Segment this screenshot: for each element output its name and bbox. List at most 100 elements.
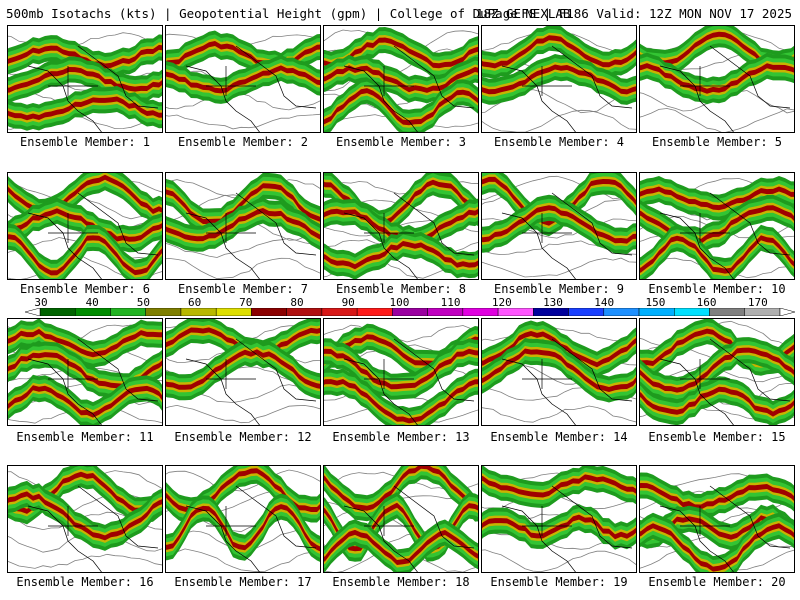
ensemble-member-map: [323, 25, 479, 133]
colorbar-swatch: [638, 308, 675, 316]
jet-stream-band: [640, 52, 794, 105]
jet-stream-map: [166, 466, 320, 572]
ensemble-member-map: [639, 318, 795, 426]
coastline-outline: [659, 338, 791, 425]
height-contour: [482, 405, 636, 423]
colorbar-tick-label: 120: [491, 296, 512, 309]
coastline-outline: [185, 45, 317, 132]
colorbar-swatch: [145, 308, 182, 316]
ensemble-member-map: [323, 465, 479, 573]
map-title: 500mb Isotachs (kts) | Geopotential Heig…: [6, 6, 571, 21]
coastline-outline: [185, 338, 317, 425]
height-contour: [482, 257, 636, 278]
colorbar-tick-label: 50: [136, 296, 151, 309]
jet-stream-band: [640, 472, 794, 520]
ensemble-member-label: Ensemble Member: 19: [490, 575, 628, 589]
jet-stream-band: [640, 337, 794, 404]
jet-stream-map: [166, 173, 320, 279]
colorbar-swatch: [110, 308, 146, 316]
colorbar-tick-label: 160: [696, 296, 717, 309]
colorbar-swatch: [497, 308, 534, 316]
coastline-outline: [343, 45, 475, 132]
jet-stream-map: [482, 173, 636, 279]
colorbar-tick-label: 30: [34, 296, 48, 309]
jet-stream-band: [482, 466, 636, 508]
ensemble-member-map: [165, 318, 321, 426]
coastline-outline: [659, 485, 791, 572]
ensemble-member-label: Ensemble Member: 3: [335, 135, 467, 149]
colorbar-tick-label: 130: [543, 296, 563, 309]
ensemble-member-map: [481, 465, 637, 573]
jet-stream-map: [640, 176, 794, 279]
colorbar-tick-label: 150: [645, 296, 666, 309]
colorbar-labels: 30 40 50 60 70 80 90 100 110 120 130 140 150 160 170: [25, 296, 795, 309]
coastline-outline: [501, 192, 633, 279]
height-contour: [166, 548, 320, 572]
jet-stream-map: [8, 466, 162, 572]
jet-stream-band: [166, 54, 320, 104]
coastline-outline: [501, 485, 633, 572]
ensemble-member-label: Ensemble Member: 1: [19, 135, 151, 149]
coastline-outline: [27, 485, 159, 572]
jet-stream-band: [166, 338, 320, 401]
height-contour: [166, 257, 320, 279]
ensemble-member-map: [639, 25, 795, 133]
ensemble-member-label: Ensemble Member: 9: [493, 282, 625, 296]
jet-stream-band: [482, 194, 636, 255]
colorbar-tick-label: 70: [239, 296, 253, 309]
coastline-outline: [185, 485, 317, 572]
height-contour: [166, 113, 320, 130]
jet-stream-map: [482, 466, 636, 572]
ensemble-member-map: [481, 318, 637, 426]
ensemble-member-map: [7, 25, 163, 133]
ensemble-member-map: [165, 172, 321, 280]
jet-stream-band: [640, 224, 794, 279]
jet-stream-map: [324, 27, 478, 132]
ensemble-member-label: Ensemble Member: 16: [16, 575, 154, 589]
jet-stream-map: [166, 30, 320, 132]
colorbar-swatch: [321, 308, 358, 316]
ensemble-member-map: [639, 465, 795, 573]
coastline-outline: [343, 338, 475, 425]
jet-stream-map: [8, 173, 162, 279]
colorbar-max-arrow: [779, 308, 795, 316]
jet-stream-map: [324, 466, 478, 572]
colorbar-tick-label: 80: [290, 296, 304, 309]
colorbar-swatch: [674, 308, 710, 316]
colorbar-swatch: [533, 308, 569, 316]
height-contour: [166, 469, 320, 492]
coastline-outline: [659, 192, 791, 279]
run-valid-time: 18Z GEFS | F186 Valid: 12Z MON NOV 17 20…: [475, 6, 792, 21]
jet-stream-band: [482, 54, 636, 105]
colorbar-swatch: [251, 308, 287, 316]
colorbar-tick-label: 90: [341, 296, 355, 309]
jet-stream-map: [640, 472, 794, 572]
jet-stream-band: [8, 86, 162, 131]
ensemble-member-map: [7, 465, 163, 573]
height-contour: [482, 109, 636, 132]
colorbar-tick-label: 60: [187, 296, 202, 309]
colorbar-tick-label: 170: [747, 296, 768, 309]
jet-stream-band: [640, 504, 794, 551]
coastline-outline: [27, 338, 159, 425]
ensemble-member-label: Ensemble Member: 4: [493, 135, 625, 149]
ensemble-member-map: [481, 25, 637, 133]
height-contour: [8, 553, 162, 569]
ensemble-member-label: Ensemble Member: 13: [332, 430, 470, 444]
ensemble-member-map: [323, 172, 479, 280]
coastline-outline: [27, 192, 159, 279]
ensemble-member-map: [481, 172, 637, 280]
colorbar-tick-label: 140: [594, 296, 615, 309]
jet-stream-band: [482, 26, 636, 79]
ensemble-member-label: Ensemble Member: 8: [335, 282, 467, 296]
ensemble-member-label: Ensemble Member: 7: [177, 282, 309, 296]
coastline-outline: [501, 338, 633, 425]
jet-stream-band: [324, 27, 478, 79]
jet-stream-band: [324, 519, 478, 572]
colorbar-swatch: [180, 308, 217, 316]
colorbar-swatch: [74, 308, 111, 316]
colorbar-swatch: [392, 308, 428, 316]
jet-stream-band: [8, 374, 162, 425]
jet-stream-map: [640, 26, 794, 132]
ensemble-member-map: [7, 318, 163, 426]
